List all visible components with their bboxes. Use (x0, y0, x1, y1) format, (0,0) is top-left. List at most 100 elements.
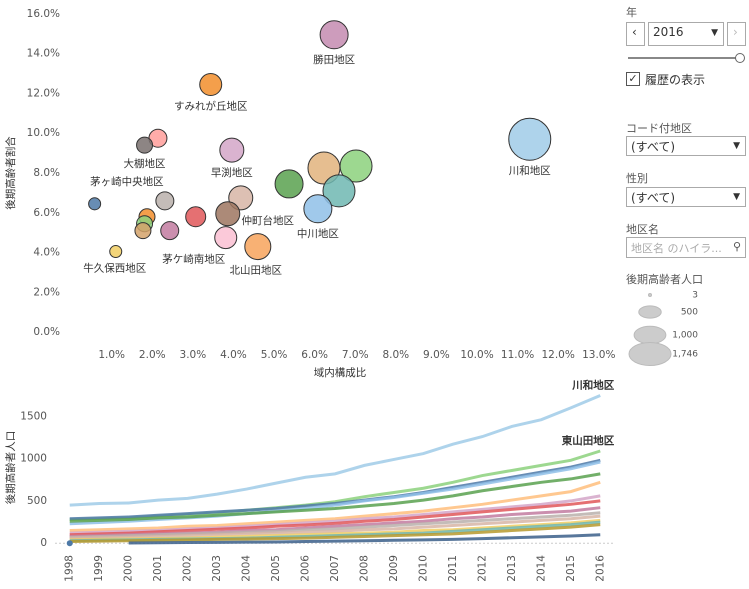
x-tick-label: 2006 (300, 555, 312, 582)
slider-handle[interactable] (735, 53, 745, 63)
district-code-value: (すべて) (631, 140, 676, 154)
bubble (319, 20, 349, 50)
y-tick-label: 10.0% (27, 127, 60, 139)
y-tick-label: 0.0% (33, 326, 60, 338)
year-title: 年 (626, 6, 637, 19)
x-tick-label: 2011 (447, 555, 459, 582)
bubble (214, 226, 238, 250)
search-placeholder: 地区名 のハイラ... (631, 242, 722, 255)
line (69, 472, 601, 523)
line (69, 523, 601, 544)
x-tick-label: 13.0% (582, 349, 615, 361)
size-legend-label: 1,746 (672, 350, 698, 360)
bubble (160, 221, 180, 241)
bubble (215, 201, 241, 227)
bubble (508, 117, 552, 161)
dashboard-charts: 0.0% 2.0% 4.0% 6.0% 8.0% 10.0% 12.0% 14.0% 16.0%… (4, 8, 615, 582)
bubble-label: 牛久保西地区 (83, 262, 146, 275)
line-label: 川和地区 (571, 378, 614, 391)
bubble (219, 137, 245, 163)
x-tick-label: 5.0% (261, 349, 288, 361)
bubble (109, 245, 123, 259)
bubble-label: 北山田地区 (230, 264, 283, 277)
bubble-label: 大棚地区 (124, 157, 166, 170)
y-tick-label: 2.0% (33, 286, 60, 298)
size-legend-mark (638, 305, 662, 319)
size-legend-mark (628, 341, 672, 367)
x-tick-label: 2004 (241, 555, 253, 582)
district-code-title: コード付地区 (626, 122, 692, 135)
x-tick-label: 4.0% (220, 349, 247, 361)
x-axis-title: 域内構成比 (314, 366, 367, 379)
x-tick-label: 2.0% (139, 349, 166, 361)
y-tick-label: 16.0% (27, 8, 60, 20)
history-label: 履歴の表示 (645, 73, 706, 87)
x-tick-label: 2007 (329, 555, 341, 582)
x-tick-label: 2012 (476, 555, 488, 582)
history-checkbox[interactable]: ✓ (626, 72, 640, 86)
y-tick-label: 1000 (20, 453, 47, 465)
x-tick-label: 2016 (594, 555, 606, 582)
x-tick-label: 11.0% (501, 349, 534, 361)
year-select[interactable]: 2016 ▼ (648, 22, 724, 46)
x-tick-label: 2005 (270, 555, 282, 582)
x-tick-label: 10.0% (460, 349, 493, 361)
bubble (199, 73, 223, 97)
y-tick-label: 6.0% (33, 207, 60, 219)
bubble-label: すみれが丘地区 (174, 100, 248, 113)
x-tick-label: 8.0% (382, 349, 409, 361)
x-tick-label: 9.0% (423, 349, 450, 361)
district-code-select[interactable]: (すべて) ▼ (626, 136, 746, 156)
bubble (303, 194, 333, 224)
bubble (185, 206, 207, 228)
bubble (244, 233, 272, 261)
y-tick-label: 1500 (20, 410, 47, 422)
bubble-label: 中川地区 (297, 227, 339, 240)
bubble (155, 191, 175, 211)
x-tick-label: 1998 (64, 555, 76, 582)
y-axis-title: 後期高齢者割合 (4, 136, 17, 210)
next-year[interactable]: › (727, 22, 746, 46)
bubble-label: 勝田地区 (313, 53, 355, 66)
bubble (134, 222, 152, 240)
y-tick-label: 500 (27, 495, 47, 507)
x-tick-label: 12.0% (541, 349, 574, 361)
bubble (136, 136, 154, 154)
x-tick-label: 2001 (152, 555, 164, 582)
x-tick-label: 3.0% (180, 349, 207, 361)
y-tick-label: 8.0% (33, 167, 60, 179)
gender-value: (すべて) (631, 191, 676, 205)
point (66, 540, 73, 547)
year-slider[interactable] (628, 57, 740, 59)
bubble-label: 早渕地区 (211, 166, 253, 179)
x-tick-label: 2003 (211, 555, 223, 582)
prev-year[interactable]: ‹ (626, 22, 645, 46)
y-tick-label: 0 (40, 537, 47, 549)
x-tick-label: 7.0% (342, 349, 369, 361)
line (69, 499, 601, 537)
size-legend-label: 1,000 (672, 331, 698, 341)
x-tick-label: 2000 (123, 555, 135, 582)
line (69, 511, 601, 539)
line (69, 460, 601, 526)
bubble-label: 川和地区 (509, 164, 551, 177)
gender-title: 性別 (626, 172, 648, 185)
x-tick-label: 1.0% (98, 349, 125, 361)
x-tick-label: 2013 (506, 555, 518, 582)
bubble (88, 197, 102, 211)
bubble-label: 茅ヶ崎中央地区 (90, 175, 164, 188)
y-tick-label: 14.0% (27, 48, 60, 60)
x-tick-label: 2009 (388, 555, 400, 582)
x-tick-label: 2014 (535, 555, 547, 582)
x-tick-label: 1999 (93, 555, 105, 582)
gender-select[interactable]: (すべて) ▼ (626, 187, 746, 207)
x-tick-label: 2015 (565, 555, 577, 582)
x-tick-label: 2002 (182, 555, 194, 582)
size-legend-title: 後期高齢者人口 (626, 273, 703, 286)
line (69, 458, 601, 521)
y-axis-title: 後期高齢者人口 (4, 431, 17, 505)
x-tick-label: 2010 (417, 555, 429, 582)
district-name-search[interactable]: 地区名 のハイラ... ⚲ (626, 237, 746, 258)
y-tick-label: 4.0% (33, 247, 60, 259)
